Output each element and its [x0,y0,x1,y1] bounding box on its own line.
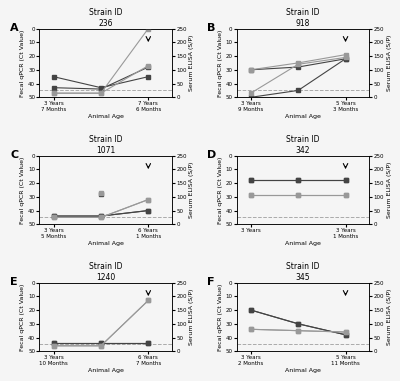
Text: E: E [10,277,18,287]
Title: Strain ID
342: Strain ID 342 [286,135,320,155]
Y-axis label: Serum ELISA (S/P): Serum ELISA (S/P) [387,289,392,345]
Y-axis label: Serum ELISA (S/P): Serum ELISA (S/P) [190,35,194,91]
Text: A: A [10,23,19,33]
X-axis label: Animal Age: Animal Age [88,368,124,373]
X-axis label: Animal Age: Animal Age [285,368,321,373]
Title: Strain ID
236: Strain ID 236 [89,8,122,28]
X-axis label: Animal Age: Animal Age [88,114,124,118]
Title: Strain ID
1071: Strain ID 1071 [89,135,122,155]
Y-axis label: Serum ELISA (S/P): Serum ELISA (S/P) [387,162,392,218]
Y-axis label: Serum ELISA (S/P): Serum ELISA (S/P) [387,35,392,91]
Y-axis label: Fecal qPCR (Ct Value): Fecal qPCR (Ct Value) [20,29,25,97]
Y-axis label: Fecal qPCR (Ct Value): Fecal qPCR (Ct Value) [20,283,25,351]
Y-axis label: Serum ELISA (S/P): Serum ELISA (S/P) [190,289,194,345]
Text: C: C [10,150,18,160]
Y-axis label: Fecal qPCR (Ct Value): Fecal qPCR (Ct Value) [218,156,223,224]
X-axis label: Animal Age: Animal Age [88,241,124,246]
Y-axis label: Fecal qPCR (Ct Value): Fecal qPCR (Ct Value) [218,283,223,351]
Title: Strain ID
1240: Strain ID 1240 [89,263,122,282]
Y-axis label: Fecal qPCR (Ct Value): Fecal qPCR (Ct Value) [218,29,223,97]
Title: Strain ID
918: Strain ID 918 [286,8,320,28]
X-axis label: Animal Age: Animal Age [285,114,321,118]
Y-axis label: Serum ELISA (S/P): Serum ELISA (S/P) [190,162,194,218]
Y-axis label: Fecal qPCR (Ct Value): Fecal qPCR (Ct Value) [20,156,25,224]
Text: F: F [207,277,215,287]
X-axis label: Animal Age: Animal Age [285,241,321,246]
Text: D: D [207,150,217,160]
Title: Strain ID
345: Strain ID 345 [286,263,320,282]
Text: B: B [207,23,216,33]
